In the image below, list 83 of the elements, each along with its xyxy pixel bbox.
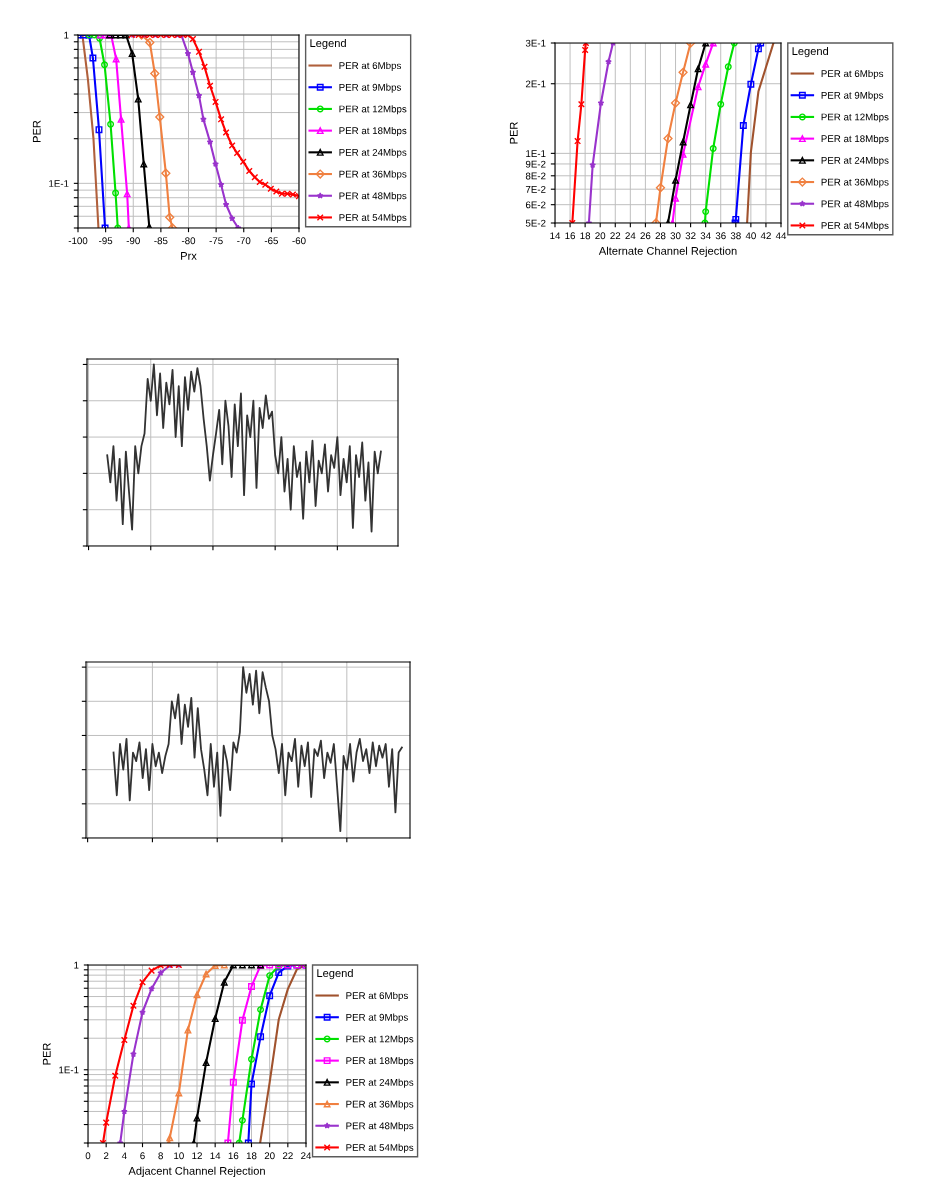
x-tick-label: 42	[760, 232, 771, 240]
x-tick-label: -100	[68, 237, 88, 245]
y-tick-label: 7E-2	[525, 185, 546, 193]
x-tick-label: -65	[264, 237, 278, 245]
x-tick-label: 24	[625, 232, 636, 240]
y-tick-label: 6E-2	[525, 201, 546, 209]
x-tick-label: 22	[282, 1152, 293, 1160]
x-tick-label: 14	[550, 232, 561, 240]
x-tick-label: 10	[174, 1152, 184, 1160]
legend-label: PER at 18Mbps	[339, 126, 407, 137]
x-tick-label: 44	[775, 232, 787, 240]
legend-label: PER at 6Mbps	[339, 61, 402, 71]
x-tick-label: 32	[685, 232, 696, 240]
legend-label: PER at 12Mbps	[346, 1035, 414, 1045]
y-tick-label: 3E-1	[525, 39, 546, 47]
x-tick-label: -85	[154, 237, 168, 245]
x-axis-title: Prx	[181, 252, 197, 260]
legend-label: PER at 54Mbps	[346, 1143, 414, 1153]
x-tick-label: 6	[140, 1152, 145, 1160]
x-tick-label: 8	[158, 1152, 163, 1160]
x-tick-label: 16	[565, 232, 576, 240]
y-axis-title: PER	[42, 1043, 51, 1065]
legend-label: PER at 48Mbps	[821, 200, 889, 210]
x-tick-label: -70	[237, 237, 251, 245]
x-tick-label: 16	[228, 1152, 239, 1160]
legend-label: PER at 6Mbps	[346, 991, 408, 1001]
legend-label: PER at 36Mbps	[346, 1100, 414, 1110]
y-tick-label: 1	[74, 961, 79, 969]
x-tick-label: 14	[210, 1152, 221, 1160]
x-tick-label: 12	[192, 1152, 202, 1160]
legend-label: PER at 48Mbps	[339, 192, 407, 202]
legend-label: PER at 54Mbps	[339, 213, 407, 223]
y-tick-label: 8E-2	[525, 172, 546, 180]
legend-label: PER at 9Mbps	[821, 91, 884, 101]
legend-label: PER at 24Mbps	[821, 156, 889, 166]
legend-label: PER at 12Mbps	[821, 113, 889, 123]
x-tick-label: 2	[103, 1152, 109, 1160]
legend-label: PER at 6Mbps	[821, 69, 884, 79]
legend-title: Legend	[317, 968, 353, 980]
y-axis-title: PER	[32, 120, 41, 143]
y-axis-title: PER	[509, 122, 518, 144]
legend-label: PER at 9Mbps	[339, 83, 402, 93]
x-axis-title: Alternate Channel Rejection	[598, 246, 737, 257]
legend-label: PER at 36Mbps	[339, 170, 407, 180]
x-tick-label: -60	[292, 237, 306, 245]
y-tick-label: 2E-1	[525, 80, 546, 88]
x-tick-label: 34	[700, 232, 711, 240]
legend-label: PER at 12Mbps	[339, 105, 407, 115]
x-tick-label: 40	[745, 232, 756, 240]
legend-title: Legend	[792, 46, 829, 58]
y-tick-label: 1E-1	[59, 1066, 79, 1074]
y-tick-label: 1E-1	[49, 180, 69, 187]
legend-label: PER at 24Mbps	[339, 148, 407, 158]
x-tick-label: 18	[246, 1152, 257, 1160]
y-tick-label: 1	[64, 31, 69, 39]
x-tick-label: 26	[640, 232, 651, 240]
x-tick-label: 28	[655, 232, 666, 240]
x-tick-label: 20	[595, 232, 606, 240]
x-tick-label: 20	[264, 1152, 275, 1160]
x-tick-label: 18	[580, 232, 591, 240]
legend-title: Legend	[310, 38, 346, 50]
y-tick-label: 9E-2	[525, 160, 546, 168]
legend-label: PER at 36Mbps	[821, 178, 889, 188]
x-tick-label: 24	[301, 1152, 312, 1160]
x-tick-label: -75	[209, 237, 223, 245]
legend-label: PER at 9Mbps	[346, 1013, 408, 1023]
x-tick-label: 22	[610, 232, 621, 240]
legend-label: PER at 54Mbps	[821, 221, 889, 231]
y-tick-label: 1E-1	[526, 150, 546, 157]
legend-label: PER at 24Mbps	[346, 1078, 414, 1088]
legend-label: PER at 18Mbps	[346, 1056, 414, 1067]
x-tick-label: 0	[85, 1152, 91, 1160]
legend-label: PER at 48Mbps	[346, 1122, 414, 1132]
x-tick-label: -95	[99, 237, 113, 245]
x-tick-label: -90	[126, 237, 140, 245]
y-tick-label: 5E-2	[525, 219, 546, 227]
x-tick-label: 38	[730, 232, 741, 240]
x-tick-label: 36	[715, 232, 726, 240]
legend-label: PER at 18Mbps	[821, 134, 889, 145]
x-tick-label: -80	[181, 237, 196, 245]
x-tick-label: 4	[121, 1152, 127, 1160]
x-axis-title: Adjacent Channel Rejection	[128, 1166, 265, 1177]
x-tick-label: 30	[670, 232, 681, 240]
